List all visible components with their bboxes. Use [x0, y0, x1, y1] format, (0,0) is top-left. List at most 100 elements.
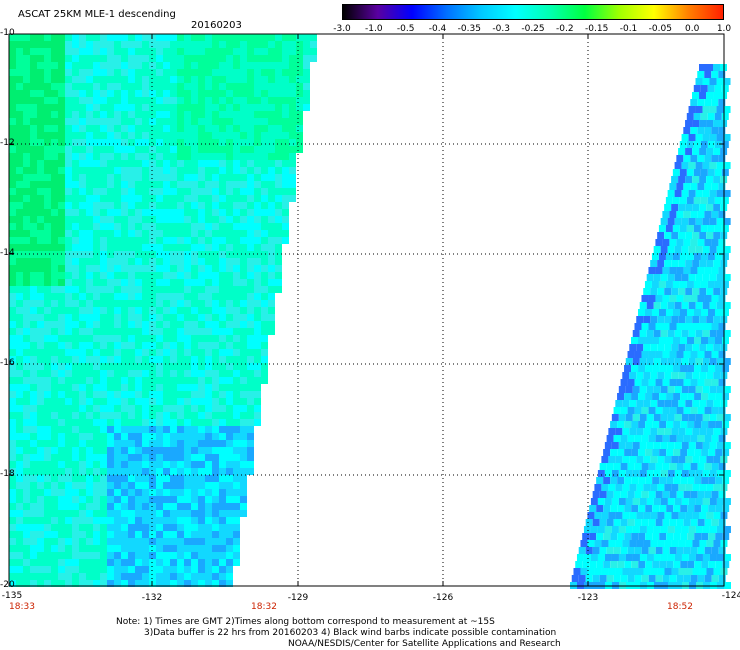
swath-cell	[9, 279, 16, 286]
swath-cell	[205, 132, 212, 139]
swath-cell	[135, 153, 142, 160]
swath-cell	[714, 309, 722, 316]
swath-cell	[149, 265, 156, 272]
swath-cell	[93, 272, 100, 279]
swath-cell	[30, 286, 37, 293]
swath-cell	[716, 470, 724, 477]
swath-cell	[261, 356, 268, 363]
swath-cell	[9, 503, 16, 510]
swath-cell	[669, 407, 677, 414]
swath-cell	[699, 428, 707, 435]
swath-cell	[632, 386, 640, 393]
swath-cell	[247, 41, 254, 48]
swath-cell	[51, 538, 58, 545]
swath-cell	[191, 335, 198, 342]
swath-cell	[9, 538, 16, 545]
swath-cell	[715, 533, 723, 540]
swath-cell	[641, 435, 649, 442]
swath-cell	[282, 160, 289, 167]
swath-cell	[156, 76, 163, 83]
swath-cell	[610, 477, 618, 484]
swath-cell	[135, 118, 142, 125]
swath-cell	[704, 211, 712, 218]
swath-cell	[688, 498, 696, 505]
swath-cell	[114, 342, 121, 349]
swath-cell	[718, 435, 726, 442]
swath-cell	[676, 407, 684, 414]
swath-cell	[610, 533, 618, 540]
swath-cell	[156, 244, 163, 251]
swath-cell	[58, 545, 65, 552]
swath-cell	[23, 188, 30, 195]
swath-cell	[707, 141, 715, 148]
swath-cell	[184, 265, 191, 272]
swath-cell	[149, 524, 156, 531]
swath-cell	[704, 155, 712, 162]
lon-label-132: -132	[141, 593, 163, 603]
swath-cell	[100, 55, 107, 62]
swath-cell	[704, 379, 712, 386]
swath-cell	[177, 475, 184, 482]
swath-cell	[149, 104, 156, 111]
swath-cell	[219, 349, 226, 356]
swath-cell	[198, 447, 205, 454]
swath-cell	[9, 293, 16, 300]
swath-cell	[198, 461, 205, 468]
swath-cell	[692, 512, 700, 519]
swath-cell	[676, 295, 684, 302]
swath-cell	[100, 97, 107, 104]
swath-cell	[44, 342, 51, 349]
swath-cell	[219, 566, 226, 573]
swath-cell	[163, 146, 170, 153]
swath-cell	[296, 132, 303, 139]
swath-cell	[16, 580, 23, 587]
swath-cell	[669, 239, 677, 246]
swath-cell	[23, 566, 30, 573]
swath-cell	[142, 300, 149, 307]
swath-cell	[51, 48, 58, 55]
swath-cell	[58, 398, 65, 405]
swath-cell	[121, 167, 128, 174]
swath-cell	[23, 328, 30, 335]
swath-cell	[268, 223, 275, 230]
swath-cell	[170, 363, 177, 370]
swath-cell	[79, 356, 86, 363]
swath-cell	[9, 426, 16, 433]
swath-cell	[699, 512, 707, 519]
swath-cell	[16, 55, 23, 62]
swath-cell	[79, 440, 86, 447]
swath-cell	[664, 372, 672, 379]
swath-cell	[648, 547, 656, 554]
swath-cell	[711, 267, 719, 274]
swath-cell	[170, 286, 177, 293]
swath-cell	[93, 195, 100, 202]
swath-cell	[191, 48, 198, 55]
swath-cell	[219, 454, 226, 461]
swath-cell	[683, 295, 691, 302]
swath-cell	[23, 132, 30, 139]
swath-cell	[697, 547, 705, 554]
swath-cell	[93, 447, 100, 454]
swath-cell	[128, 167, 135, 174]
swath-cell	[627, 351, 635, 358]
note-line-1: Note: 1) Times are GMT 2)Times along bot…	[116, 617, 495, 627]
swath-cell	[261, 160, 268, 167]
swath-cell	[58, 531, 65, 538]
swath-cell	[170, 573, 177, 580]
swath-cell	[177, 377, 184, 384]
swath-cell	[121, 272, 128, 279]
swath-cell	[198, 335, 205, 342]
swath-cell	[65, 55, 72, 62]
swath-cell	[30, 237, 37, 244]
swath-cell	[79, 202, 86, 209]
swath-cell	[711, 323, 719, 330]
swath-cell	[51, 335, 58, 342]
swath-cell	[37, 167, 44, 174]
swath-cell	[659, 421, 667, 428]
swath-cell	[184, 90, 191, 97]
swath-cell	[669, 267, 677, 274]
swath-cell	[163, 279, 170, 286]
swath-cell	[296, 97, 303, 104]
swath-cell	[671, 372, 679, 379]
swath-cell	[261, 342, 268, 349]
